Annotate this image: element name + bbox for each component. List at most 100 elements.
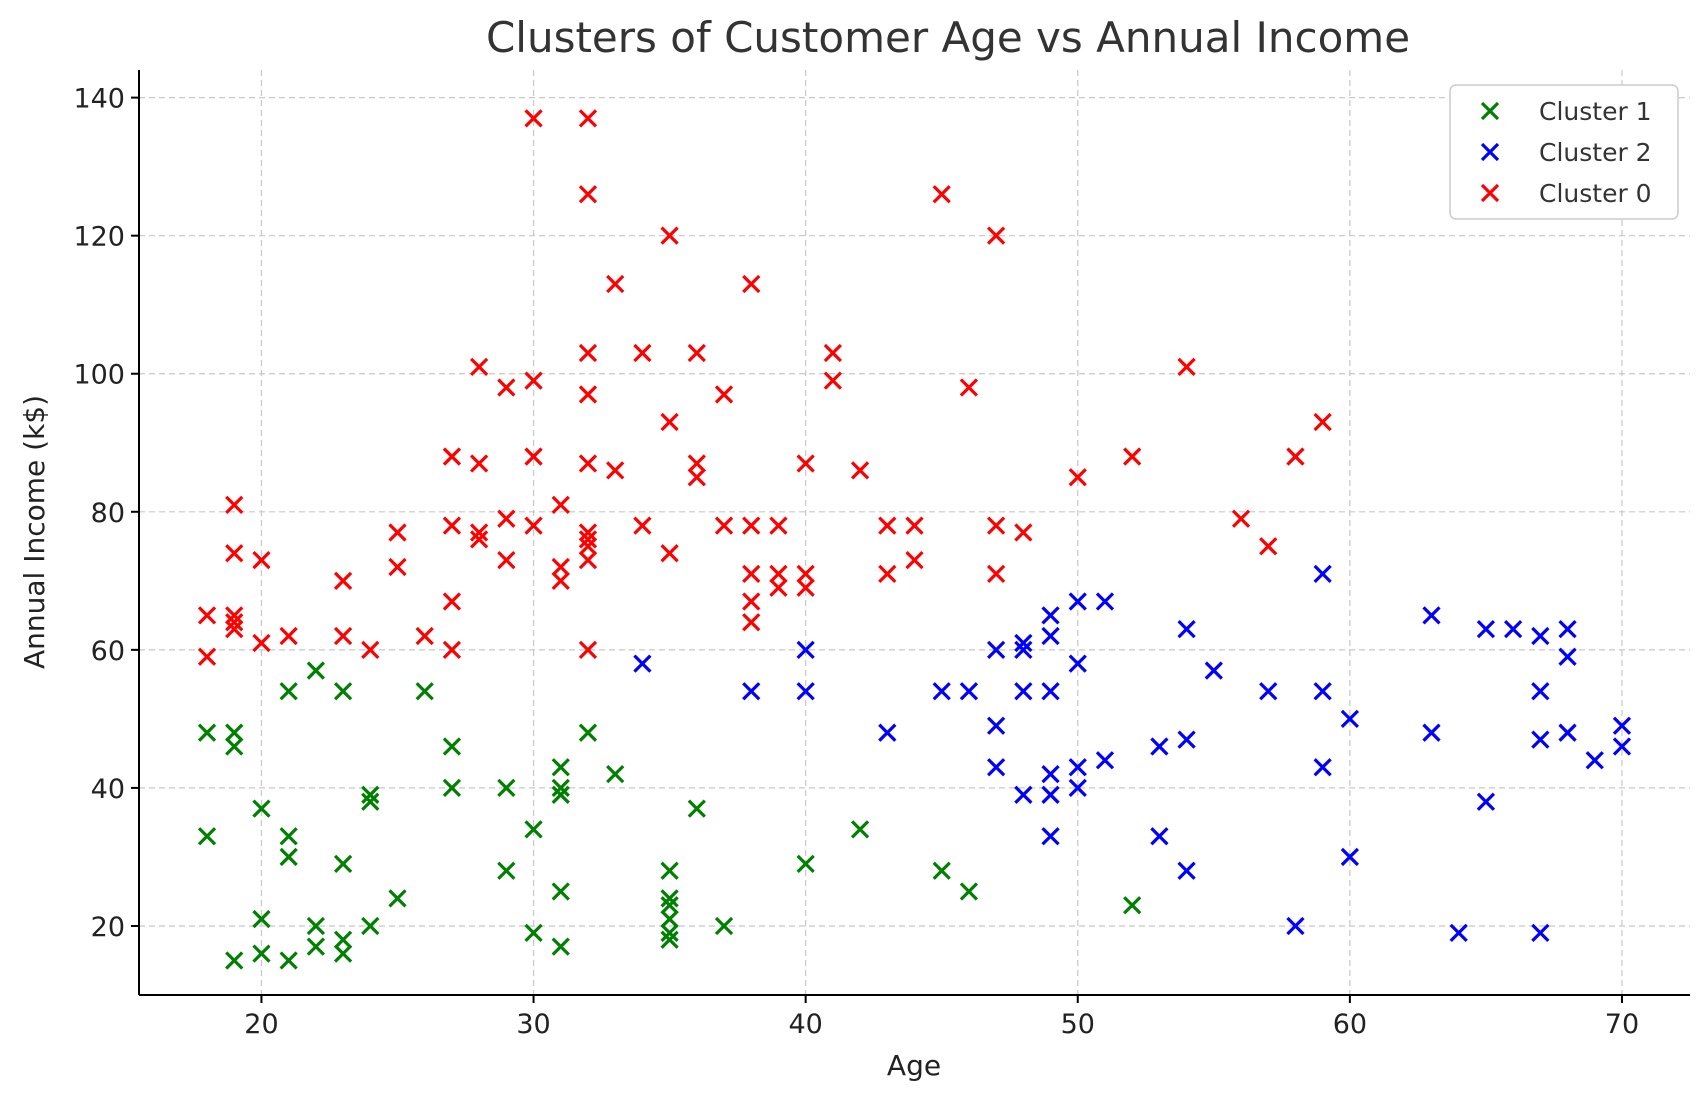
data-point <box>197 723 217 742</box>
legend-marker <box>1480 183 1500 203</box>
data-point <box>959 682 979 701</box>
data-point <box>796 682 815 701</box>
data-point <box>660 923 679 943</box>
data-point <box>497 778 516 798</box>
y-tick-label: 40 <box>91 774 125 805</box>
data-point <box>959 882 979 901</box>
data-point <box>1068 758 1087 777</box>
data-point <box>796 564 815 584</box>
data-point <box>742 682 761 701</box>
data-point <box>551 495 570 515</box>
data-point <box>633 343 652 363</box>
legend: Cluster 1 Cluster 2 Cluster 0 <box>1449 84 1679 220</box>
y-tick-label: 60 <box>91 636 125 667</box>
data-point <box>1558 647 1577 666</box>
data-point <box>606 274 625 294</box>
data-point <box>1231 509 1251 528</box>
data-point <box>1531 626 1550 646</box>
data-point <box>796 454 815 473</box>
data-point <box>578 109 598 128</box>
data-point <box>959 378 979 397</box>
axes <box>138 70 1690 996</box>
data-point <box>361 916 380 936</box>
x-tick-label: 50 <box>1061 1009 1095 1040</box>
data-point <box>1014 785 1033 804</box>
data-point <box>660 544 679 563</box>
data-point <box>987 226 1006 245</box>
data-point <box>551 758 570 777</box>
data-point <box>823 343 842 363</box>
data-point <box>225 620 244 639</box>
data-point <box>415 626 434 646</box>
data-point <box>660 889 679 908</box>
data-point <box>524 371 543 390</box>
data-point <box>361 792 380 811</box>
data-point <box>306 661 325 680</box>
data-point <box>252 633 271 653</box>
data-point <box>1313 412 1332 432</box>
data-point <box>1177 730 1196 749</box>
data-point <box>987 716 1006 735</box>
data-point <box>878 723 897 742</box>
data-point <box>1558 723 1577 742</box>
data-point <box>442 737 462 756</box>
data-point <box>252 909 271 929</box>
data-point <box>578 343 598 363</box>
x-tick-label: 40 <box>788 1009 822 1040</box>
y-tick-label: 140 <box>73 84 125 115</box>
data-point <box>333 626 353 646</box>
data-point <box>578 537 598 556</box>
data-point <box>442 640 462 659</box>
data-point <box>1422 606 1441 625</box>
data-point <box>497 861 516 880</box>
data-point <box>578 530 598 549</box>
data-point <box>796 854 815 873</box>
data-point <box>470 530 489 549</box>
data-point <box>1095 592 1115 611</box>
data-point <box>796 640 815 659</box>
data-point <box>470 454 489 473</box>
x-tick-label: 70 <box>1605 1009 1639 1040</box>
data-point <box>1204 661 1223 680</box>
data-point <box>551 785 570 804</box>
legend-box <box>1449 84 1679 220</box>
data-point <box>606 764 625 784</box>
data-point <box>1177 620 1196 639</box>
data-point <box>1531 923 1550 943</box>
data-point <box>1558 620 1577 639</box>
data-point <box>742 592 761 611</box>
data-point <box>1041 764 1060 784</box>
data-point <box>687 343 706 363</box>
data-point <box>633 516 652 535</box>
y-tick-label: 120 <box>73 222 125 253</box>
data-point <box>1123 896 1142 915</box>
data-point <box>1313 682 1332 701</box>
data-point <box>333 944 353 963</box>
x-tick-label: 30 <box>516 1009 550 1040</box>
data-point <box>687 468 706 487</box>
data-point <box>388 523 407 542</box>
data-point <box>578 523 598 542</box>
data-point <box>1014 682 1033 701</box>
data-point <box>878 564 897 584</box>
data-point <box>987 758 1006 777</box>
data-point <box>905 516 924 535</box>
data-point <box>1014 523 1033 542</box>
data-point <box>225 951 244 970</box>
data-point <box>279 827 298 846</box>
data-point <box>1041 827 1060 846</box>
data-point <box>905 550 924 570</box>
data-point <box>1177 861 1196 880</box>
data-point <box>1531 682 1550 701</box>
data-point <box>687 799 706 818</box>
data-point <box>796 578 815 597</box>
grid-lines <box>139 70 1690 995</box>
data-point <box>578 454 598 473</box>
series-cluster-0 <box>197 109 1332 666</box>
data-point <box>1095 751 1115 770</box>
legend-label: Cluster 1 <box>1539 97 1652 126</box>
data-points <box>197 109 1632 970</box>
data-point <box>361 785 380 804</box>
data-point <box>361 640 380 659</box>
